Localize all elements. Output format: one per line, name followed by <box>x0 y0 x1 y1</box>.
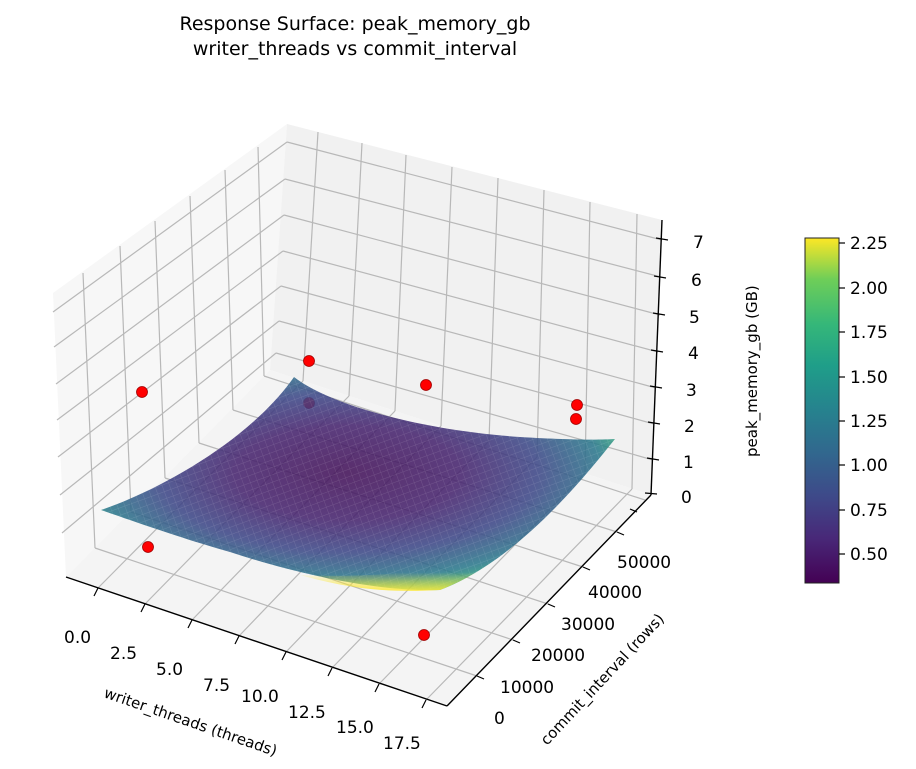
svg-text:1.25: 1.25 <box>850 412 888 432</box>
y-axis-ticks <box>476 508 638 680</box>
svg-text:30000: 30000 <box>561 615 615 635</box>
svg-text:5.0: 5.0 <box>156 660 183 680</box>
svg-text:0.0: 0.0 <box>64 628 91 648</box>
axis-lines <box>65 219 663 707</box>
svg-text:40000: 40000 <box>588 583 642 603</box>
response-surface <box>101 377 615 591</box>
chart-title-main: Response Surface: peak_memory_gb <box>179 13 531 35</box>
x-axis-ticks <box>93 587 427 709</box>
colorbar: 0.50 0.75 1.00 1.25 1.50 1.75 2.00 2.25 <box>804 234 888 584</box>
svg-text:1.50: 1.50 <box>850 368 888 388</box>
z-axis-tick-labels: 0 1 2 3 4 5 6 7 <box>681 233 704 508</box>
svg-text:1: 1 <box>683 453 694 473</box>
colorbar-tick-labels: 0.50 0.75 1.00 1.25 1.50 1.75 2.00 2.25 <box>850 234 888 565</box>
svg-text:7.5: 7.5 <box>203 676 230 696</box>
svg-text:2.25: 2.25 <box>850 234 888 254</box>
svg-text:0.50: 0.50 <box>850 545 888 565</box>
svg-text:20000: 20000 <box>531 646 585 666</box>
svg-text:15.0: 15.0 <box>336 718 374 738</box>
svg-text:17.5: 17.5 <box>383 734 421 754</box>
scatter-points-front <box>142 541 430 641</box>
z-axis-label: peak_memory_gb (GB) <box>743 285 762 457</box>
svg-text:3: 3 <box>686 381 697 401</box>
svg-text:0: 0 <box>494 709 505 729</box>
svg-text:4: 4 <box>688 344 699 364</box>
svg-text:6: 6 <box>691 271 702 291</box>
chart-title: Response Surface: peak_memory_gb writer_… <box>0 12 710 62</box>
svg-text:12.5: 12.5 <box>288 703 326 723</box>
x-axis-tick-labels: 0.0 2.5 5.0 7.5 10.0 12.5 15.0 17.5 <box>64 628 421 754</box>
svg-text:0: 0 <box>681 488 692 508</box>
svg-text:0.75: 0.75 <box>850 501 888 521</box>
svg-text:2.5: 2.5 <box>110 644 137 664</box>
svg-text:50000: 50000 <box>617 553 671 573</box>
svg-text:10000: 10000 <box>500 678 554 698</box>
y-axis-tick-labels: 0 10000 20000 30000 40000 50000 <box>494 553 671 729</box>
svg-text:5: 5 <box>689 308 700 328</box>
svg-text:1.75: 1.75 <box>850 323 888 343</box>
svg-text:2: 2 <box>684 417 695 437</box>
svg-text:2.00: 2.00 <box>850 279 888 299</box>
chart-subtitle: writer_threads vs commit_interval <box>192 38 518 60</box>
svg-text:1.00: 1.00 <box>850 456 888 476</box>
z-axis-ticks <box>644 237 669 495</box>
svg-text:7: 7 <box>693 233 704 253</box>
svg-text:10.0: 10.0 <box>241 687 279 707</box>
